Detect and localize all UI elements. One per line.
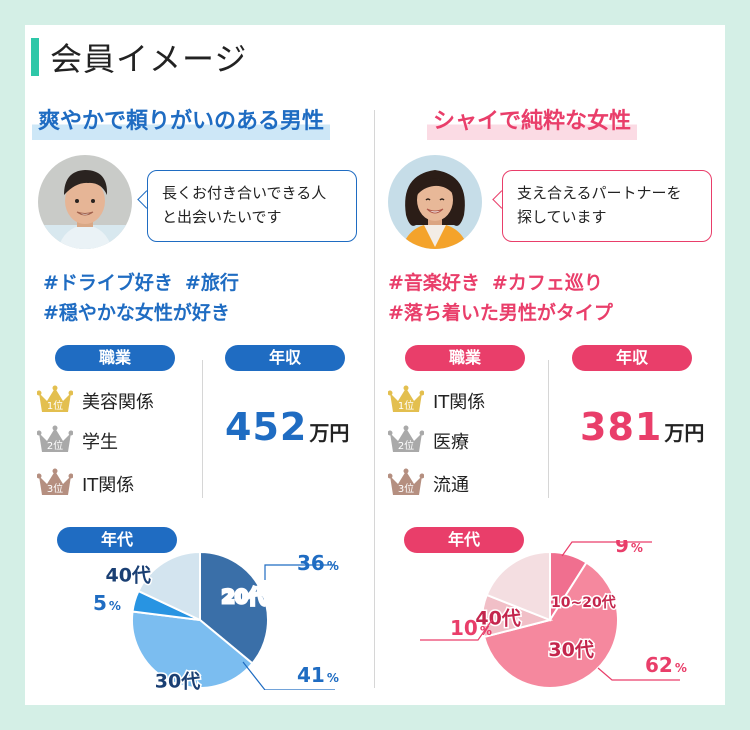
silver-crown-icon: 2位: [388, 425, 424, 452]
female-income: 381 万円: [580, 405, 704, 449]
male-job-3: IT関係: [82, 475, 135, 496]
male-age-label: 年代: [57, 527, 177, 553]
svg-text:2位: 2位: [398, 439, 414, 452]
gold-crown-icon: 1位: [37, 385, 73, 412]
male-income-value: 452: [225, 405, 308, 449]
page-title: 会員イメージ: [50, 40, 248, 78]
male-speech-line-2: と出会いたいです: [162, 208, 282, 226]
pie-slice: [482, 561, 619, 689]
male-tags: #ドライブ好き #旅行 #穏やかな女性が好き: [43, 268, 363, 328]
pie-slice-label: 10~20代: [551, 594, 616, 611]
female-column: シャイで純粋な女性 支え合えるパートナーを 探しています #音楽好き #カフェ巡り…: [380, 0, 720, 730]
callout-line: [264, 564, 335, 580]
male-tag: #穏やかな女性が好き: [43, 302, 230, 324]
female-avatar: [388, 155, 482, 249]
title-accent-bar: [31, 38, 39, 76]
svg-text:1位: 1位: [47, 399, 63, 412]
female-speech-line-2: 探しています: [517, 208, 607, 226]
svg-text:1位: 1位: [398, 399, 414, 412]
gold-crown-icon: 1位: [388, 385, 424, 412]
svg-text:3位: 3位: [47, 482, 63, 495]
male-speech-line-1: 長くお付き合いできる人: [162, 184, 327, 202]
female-tags: #音楽好き #カフェ巡り #落ち着いた男性がタイプ: [388, 268, 708, 328]
male-tag: #旅行: [184, 272, 239, 294]
pie-slice-label: 30代: [155, 670, 200, 690]
callout-line: [597, 667, 680, 681]
female-job-label: 職業: [405, 345, 525, 371]
bronze-crown-icon: 3位: [388, 468, 424, 495]
female-income-unit: 万円: [664, 421, 705, 445]
pie-slice-label: 40代: [105, 564, 150, 586]
female-speech-line-1: 支え合えるパートナーを: [517, 184, 682, 202]
female-heading: シャイで純粋な女性: [427, 106, 638, 140]
pie-percentage-label: 41%: [297, 663, 339, 687]
svg-text:3位: 3位: [398, 482, 414, 495]
callout-line: [420, 619, 493, 641]
male-job-2: 学生: [82, 432, 118, 453]
female-age-label: 年代: [404, 527, 524, 553]
female-job-1: IT関係: [433, 392, 486, 413]
bronze-crown-icon: 3位: [37, 468, 73, 495]
female-tag: #落ち着いた男性がタイプ: [388, 302, 613, 324]
silver-crown-icon: 2位: [37, 425, 73, 452]
female-tag: #カフェ巡り: [491, 272, 603, 294]
female-tag: #音楽好き: [388, 272, 480, 294]
pie-slice: [199, 550, 269, 665]
pie-slice: [485, 550, 551, 622]
pie-slice-label: 30代: [548, 639, 593, 661]
male-heading: 爽やかで頼りがいのある男性: [32, 106, 331, 140]
callout-line: [242, 661, 335, 690]
male-income: 452 万円: [225, 405, 349, 449]
female-income-label: 年収: [572, 345, 692, 371]
male-speech-bubble: 長くお付き合いできる人 と出会いたいです: [147, 170, 357, 242]
male-tag: #ドライブ好き: [43, 272, 173, 294]
male-job-1: 美容関係: [82, 392, 154, 413]
pie-slice: [137, 550, 201, 622]
svg-text:2位: 2位: [47, 439, 63, 452]
pie-percentage-label: 62%: [645, 653, 687, 677]
female-income-value: 381: [580, 405, 663, 449]
pie-slice-label: 40代: [475, 607, 520, 629]
male-job-label: 職業: [55, 345, 175, 371]
column-divider: [374, 110, 375, 688]
female-speech-bubble: 支え合えるパートナーを 探しています: [502, 170, 712, 242]
male-avatar: [38, 155, 132, 249]
pie-slice-label: 20代: [222, 586, 267, 608]
male-income-label: 年収: [225, 345, 345, 371]
pie-slice: [131, 610, 254, 689]
male-inner-divider: [202, 360, 203, 498]
pie-percentage-label: 5%: [93, 591, 121, 615]
female-inner-divider: [548, 360, 549, 498]
female-job-3: 流通: [433, 475, 469, 496]
male-column: 爽やかで頼りがいのある男性 長くお付き合いできる人 と出会いたいです #ドライブ…: [25, 0, 365, 730]
callout-line: [561, 541, 652, 557]
male-age-pie-chart: 20代 30代 40代 36 % 41 % 5%: [93, 550, 339, 690]
pie-percentage-label: 36%: [297, 551, 339, 575]
female-job-2: 医療: [433, 432, 469, 453]
male-income-unit: 万円: [309, 421, 350, 445]
